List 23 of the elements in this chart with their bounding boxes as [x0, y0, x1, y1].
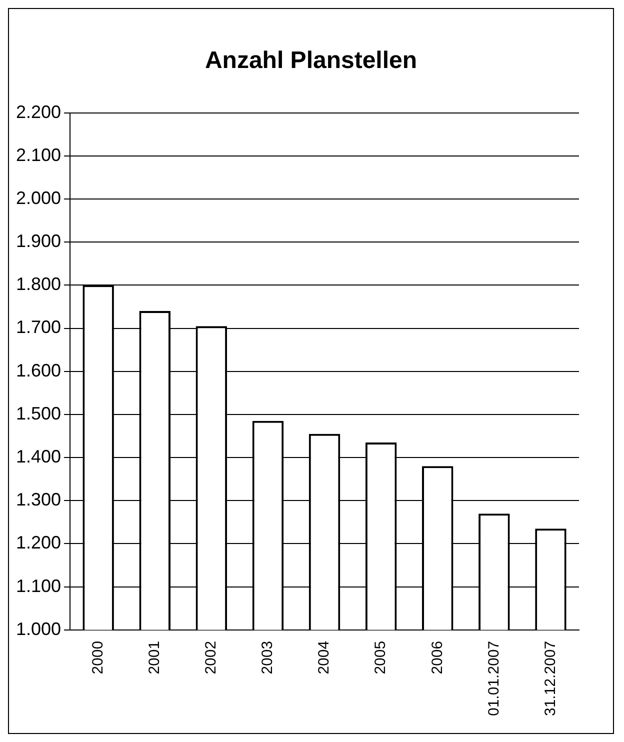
y-tick-label: 2.100 [16, 144, 62, 165]
x-tick-label: 2002 [202, 640, 220, 674]
y-tick-label: 1.000 [16, 618, 62, 639]
y-tick-label: 1.800 [16, 274, 62, 294]
y-tick-label: 1.900 [16, 231, 62, 252]
y-tick-label: 1.200 [16, 532, 62, 553]
chart-title: Anzahl Planstellen [204, 47, 418, 75]
y-tick-label: 1.600 [16, 360, 62, 380]
x-tick-label: 2000 [89, 640, 106, 674]
y-tick-label: 1.400 [16, 446, 62, 467]
y-tick-label: 1.100 [16, 576, 62, 596]
y-tick-label: 2.200 [16, 102, 62, 122]
x-tick-label: 2006 [428, 640, 446, 674]
x-tick-label: 2001 [146, 640, 164, 674]
y-tick-label: 2.000 [16, 188, 62, 208]
y-tick-label: 1.300 [16, 490, 62, 510]
x-tick-label: 31.12.2007 [542, 640, 559, 716]
y-tick-label: 1.500 [16, 403, 62, 424]
x-tick-label: 2005 [372, 640, 390, 674]
x-tick-label: 01.01.2007 [485, 640, 502, 716]
x-tick-label: 2003 [259, 640, 276, 674]
y-tick-label: 1.700 [16, 317, 62, 338]
x-tick-label: 2004 [316, 640, 333, 674]
